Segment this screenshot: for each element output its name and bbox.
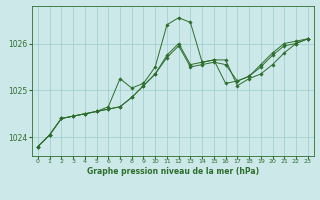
X-axis label: Graphe pression niveau de la mer (hPa): Graphe pression niveau de la mer (hPa) xyxy=(87,167,259,176)
